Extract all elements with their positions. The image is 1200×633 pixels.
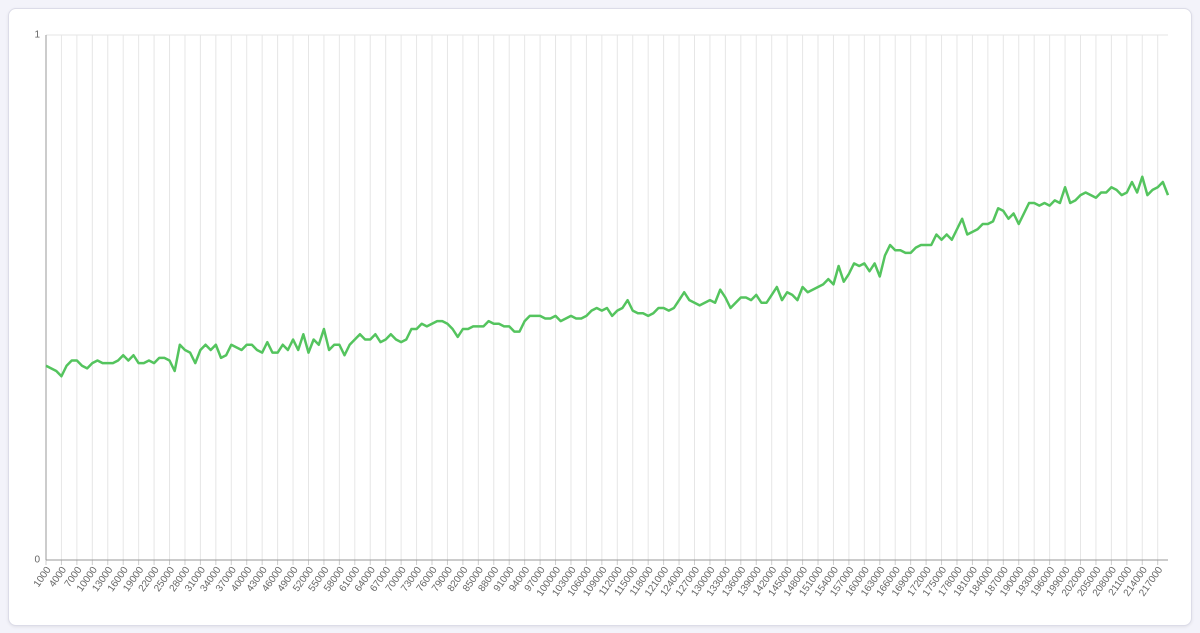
data-line xyxy=(45,175,1170,378)
chart-card xyxy=(8,8,1192,626)
y-tick-label: 0 xyxy=(34,555,40,566)
y-tick-label: 1 xyxy=(34,30,40,41)
